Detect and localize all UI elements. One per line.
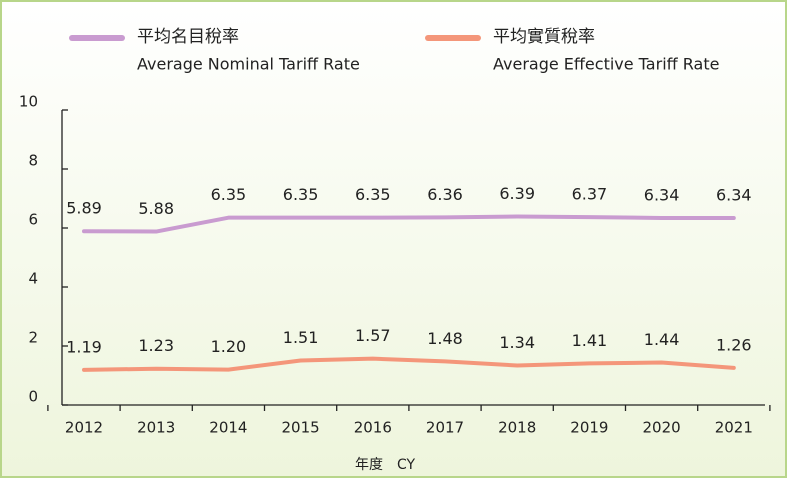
- data-label: 1.19: [66, 337, 102, 356]
- y-tick-label: 0: [28, 388, 38, 406]
- data-label: 6.39: [499, 184, 535, 203]
- data-label: 6.36: [427, 185, 463, 204]
- data-label: 1.23: [138, 336, 174, 355]
- x-tick-label: 2017: [426, 419, 464, 437]
- y-tick-label: 6: [28, 211, 38, 229]
- data-label: 6.35: [211, 185, 247, 204]
- line: [82, 356, 736, 372]
- x-tick-label: 2014: [209, 419, 247, 437]
- y-tick-label: 8: [28, 152, 38, 170]
- data-label: 1.57: [355, 326, 391, 345]
- data-label: 1.34: [499, 333, 535, 352]
- x-tick-label: 2015: [282, 419, 320, 437]
- x-tick-label: 2018: [498, 419, 536, 437]
- data-label: 1.48: [427, 329, 463, 348]
- x-tick-label: 2019: [570, 419, 608, 437]
- x-axis-label: 年度 CY: [355, 457, 416, 473]
- x-tick-label: 2020: [643, 419, 681, 437]
- legend-label: 平均名目稅率: [137, 27, 239, 47]
- data-label: 1.44: [644, 330, 680, 349]
- y-tick-label: 4: [28, 270, 38, 288]
- x-tick-label: 2021: [715, 419, 753, 437]
- y-tick-label: 2: [28, 329, 38, 347]
- line: [82, 214, 736, 234]
- y-tick-label: 10: [19, 93, 38, 111]
- legend-label: 平均實質稅率: [493, 27, 595, 47]
- data-label: 5.89: [66, 199, 102, 218]
- data-label: 6.37: [572, 185, 608, 204]
- data-label: 6.35: [283, 185, 319, 204]
- x-tick-label: 2012: [65, 419, 103, 437]
- x-tick-label: 2013: [137, 419, 175, 437]
- data-label: 1.41: [572, 331, 608, 350]
- legend-label-en: Average Nominal Tariff Rate: [137, 55, 360, 74]
- data-label: 6.34: [644, 185, 680, 204]
- legend-label-en: Average Effective Tariff Rate: [493, 55, 719, 74]
- data-label: 1.20: [211, 337, 247, 356]
- data-label: 1.51: [283, 328, 319, 347]
- data-label: 1.26: [716, 335, 752, 354]
- data-label: 6.35: [355, 185, 391, 204]
- x-tick-label: 2016: [354, 419, 392, 437]
- data-label: 5.88: [138, 199, 174, 218]
- data-label: 6.34: [716, 185, 752, 204]
